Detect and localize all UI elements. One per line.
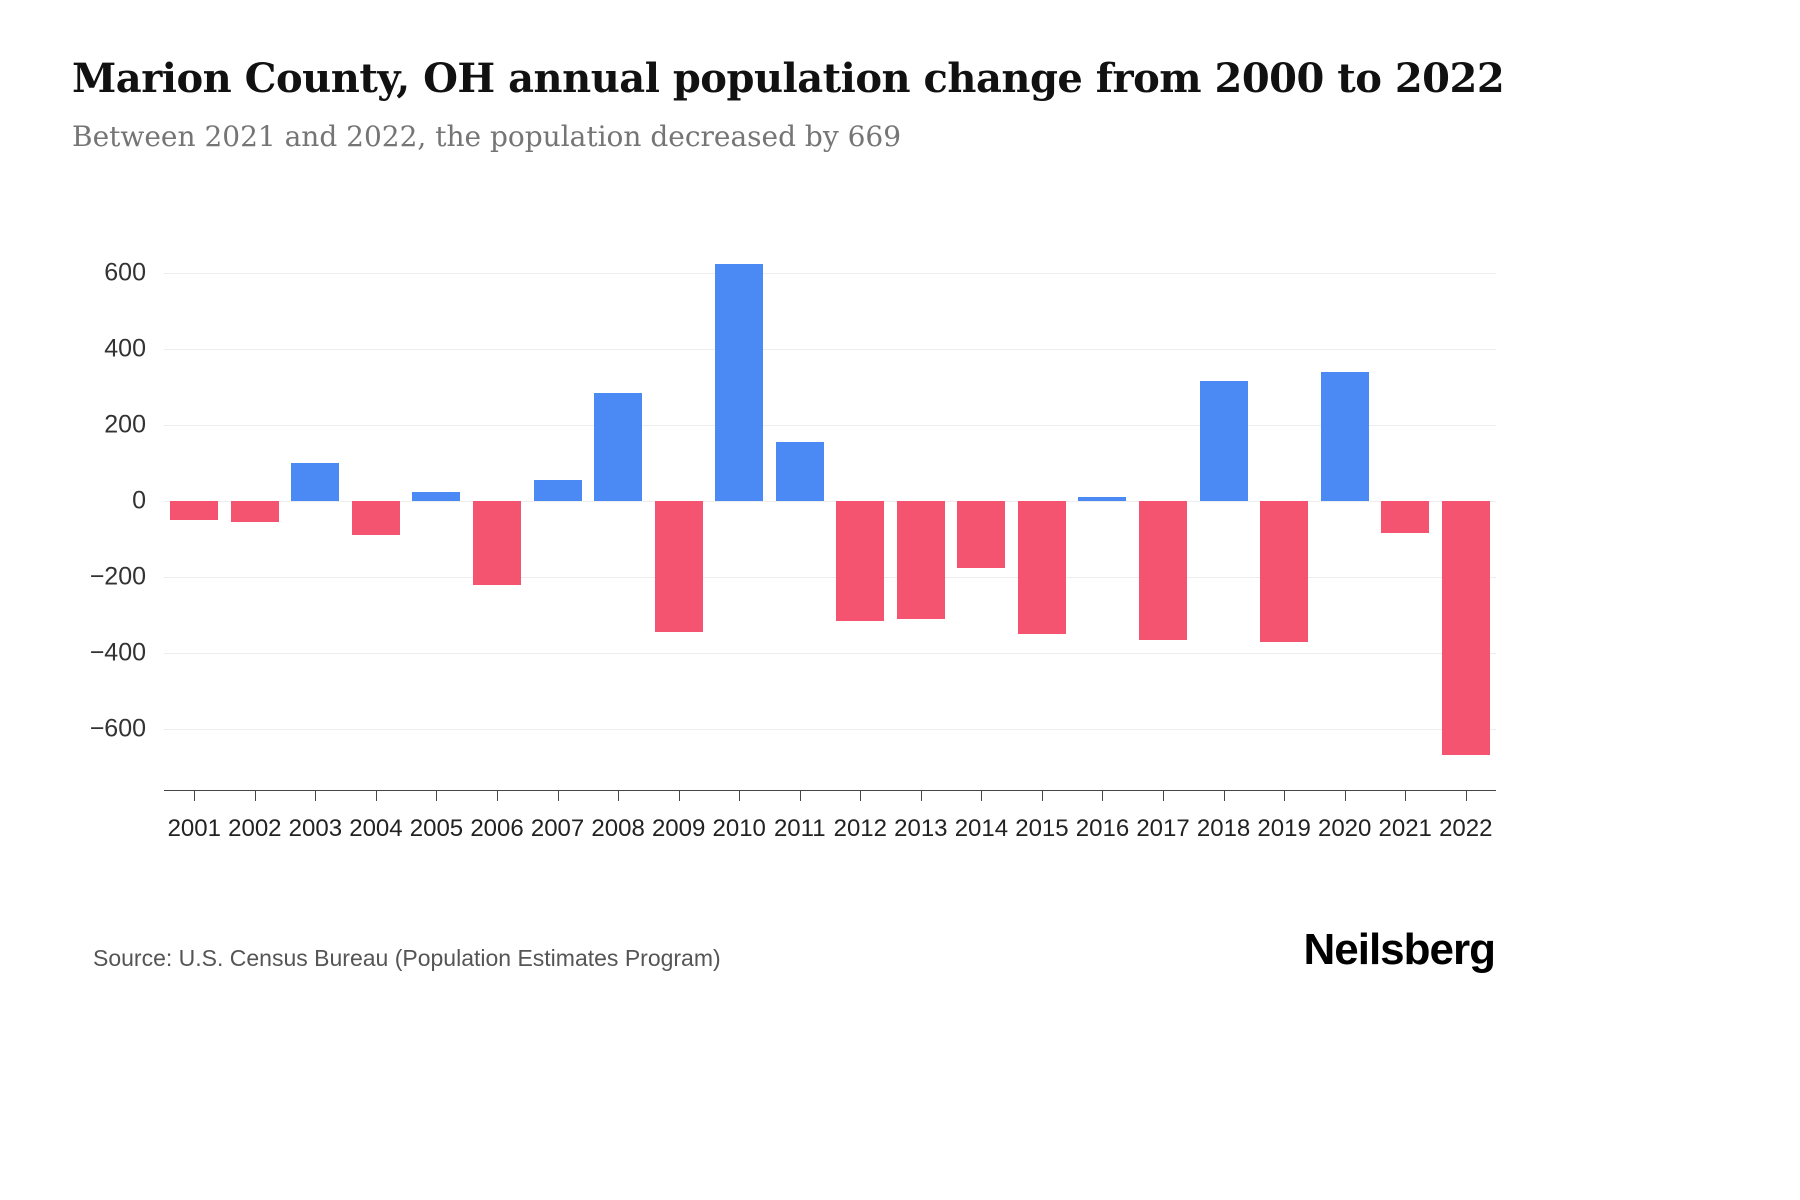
bar-2012[interactable] [836, 501, 885, 621]
x-tick [1041, 791, 1043, 801]
y-gridline: −600 [90, 715, 1496, 743]
bar-2002[interactable] [230, 501, 279, 522]
x-tick-label: 2013 [894, 815, 948, 842]
x-axis-line [164, 790, 1496, 791]
x-tick-label: 2010 [712, 815, 766, 842]
x-tick-label: 2008 [591, 815, 645, 842]
x-tick [981, 791, 983, 801]
x-tick [1163, 791, 1164, 801]
x-tick [557, 791, 559, 801]
x-tick-label: 2003 [288, 815, 343, 842]
bar-2013[interactable] [896, 501, 945, 619]
x-axis-labels: 2001 2002 2003 2004 2005 2006 2007 2008 2009 2010… [164, 815, 1496, 843]
x-tick [678, 791, 680, 801]
brand-logo: Neilsberg [1303, 925, 1496, 974]
x-tick [1102, 791, 1104, 801]
bar-2020[interactable] [1320, 371, 1369, 502]
x-tick-label: 2007 [530, 815, 585, 842]
x-tick [739, 791, 741, 801]
bar-2008[interactable] [594, 392, 643, 502]
x-tick-label: 2016 [1075, 815, 1130, 842]
x-tick-label: 2015 [1015, 815, 1069, 842]
bar-2007[interactable] [533, 480, 582, 502]
y-tick-label: 400 [104, 334, 146, 363]
x-tick [1284, 791, 1286, 801]
x-tick [1405, 791, 1407, 801]
x-tick-label: 2006 [470, 815, 524, 842]
bar-2022[interactable] [1441, 501, 1490, 756]
x-tick [799, 791, 801, 801]
bar-2015[interactable] [1017, 501, 1066, 635]
bar-2018[interactable] [1199, 381, 1248, 502]
bar-2009[interactable] [654, 501, 703, 633]
bar-2017[interactable] [1139, 501, 1187, 640]
y-tick-label: 0 [132, 486, 146, 515]
bar-2016[interactable] [1078, 497, 1127, 502]
x-tick-label: 2014 [954, 815, 1009, 842]
x-tick-label: 2018 [1196, 815, 1251, 842]
plot-area: 600 400 200 0 −200 −400 −600 2001 2002 2003 2004 2… [90, 235, 1496, 842]
x-tick-label: 2001 [167, 815, 221, 842]
x-tick-label: 2005 [409, 815, 464, 842]
x-tick [436, 791, 438, 801]
x-tick-label: 2009 [651, 815, 706, 842]
bar-2004[interactable] [351, 501, 400, 536]
bar-chart: 600 400 200 0 −200 −400 −600 2001 2002 2003 2004 2… [72, 235, 1496, 855]
bar-2019[interactable] [1260, 501, 1309, 642]
x-tick-label: 2004 [349, 815, 403, 842]
x-tick [1465, 791, 1467, 801]
x-tick-label: 2017 [1136, 815, 1190, 842]
x-tick-label: 2012 [833, 815, 887, 842]
x-tick-label: 2020 [1317, 815, 1372, 842]
bar-2003[interactable] [291, 463, 340, 502]
chart-subtitle: Between 2021 and 2022, the population de… [72, 120, 902, 153]
x-tick [315, 791, 317, 801]
bar-2011[interactable] [775, 442, 824, 502]
x-tick [860, 791, 862, 801]
bar-2005[interactable] [412, 491, 461, 502]
bar-2021[interactable] [1381, 501, 1430, 534]
bar-2001[interactable] [170, 501, 219, 521]
x-tick [497, 791, 498, 801]
x-tick [375, 791, 377, 801]
y-gridline: −200 [90, 563, 1496, 591]
x-tick [1223, 791, 1225, 801]
x-tick [920, 791, 922, 801]
x-tick [1344, 791, 1346, 801]
y-gridline: 400 [104, 335, 1496, 363]
x-tick-label: 2022 [1439, 815, 1493, 842]
x-tick-label: 2002 [228, 815, 282, 842]
y-tick-label: 200 [104, 410, 146, 439]
y-gridline: 0 [132, 487, 1496, 515]
bar-2010[interactable] [715, 263, 764, 502]
y-tick-label: −200 [89, 562, 146, 591]
y-tick-label: 600 [104, 258, 146, 287]
source-attribution: Source: U.S. Census Bureau (Population E… [93, 945, 721, 971]
y-tick-label: −400 [89, 638, 146, 667]
x-tick-label: 2021 [1378, 815, 1432, 842]
bar-2014[interactable] [957, 501, 1006, 568]
x-tick [254, 791, 256, 801]
y-tick-label: −600 [89, 714, 146, 743]
y-gridline: 600 [104, 259, 1496, 287]
x-tick-label: 2011 [773, 815, 826, 842]
y-gridline: 200 [104, 411, 1496, 439]
x-tick [194, 791, 196, 801]
bar-2006[interactable] [473, 501, 521, 585]
chart-title: Marion County, OH annual population chan… [72, 55, 1505, 102]
x-tick [618, 791, 620, 801]
x-tick-label: 2019 [1257, 815, 1311, 842]
y-gridline: −400 [90, 639, 1496, 667]
